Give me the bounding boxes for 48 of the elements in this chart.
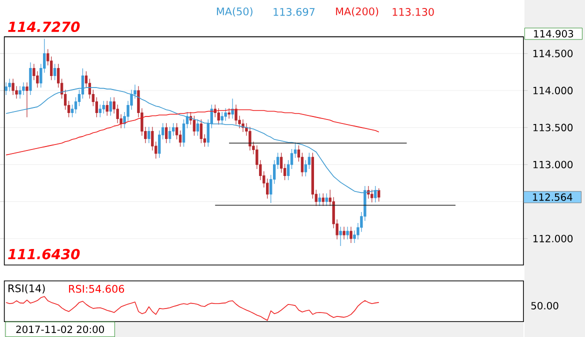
candlestick <box>370 189 374 202</box>
candlestick <box>228 108 230 119</box>
candlestick <box>196 118 200 136</box>
candlestick <box>224 108 227 121</box>
candlestick <box>12 78 14 96</box>
y-tick-label: 114.500 <box>533 50 573 58</box>
y-tick-label: 114.000 <box>533 86 573 94</box>
y-tick-label: 113.000 <box>533 160 573 168</box>
candlestick <box>217 108 220 125</box>
candlestick <box>4 82 8 96</box>
candlestick <box>325 192 328 206</box>
chart-title: RSI(14) <box>8 284 45 294</box>
candlestick <box>22 82 25 96</box>
candlestick <box>26 82 28 118</box>
candlestick <box>18 86 22 99</box>
candlestick <box>234 104 238 125</box>
text: 112.564 <box>533 193 572 201</box>
annotation: 111.6430 <box>8 248 80 260</box>
candlestick <box>8 78 11 92</box>
candlestick <box>350 226 352 244</box>
candlestick <box>148 126 150 144</box>
chart-subtitle: RSI:54.606 <box>69 284 124 293</box>
y-tick-label: 112.000 <box>533 234 573 242</box>
text: 114.903 <box>534 30 574 38</box>
candlestick <box>248 126 252 151</box>
text: 50.00 <box>531 302 558 310</box>
text: 114.7270 <box>8 21 80 32</box>
candlestick <box>109 96 112 116</box>
text: 113.130 <box>392 8 434 16</box>
candlestick <box>342 226 346 240</box>
text: 113.697 <box>274 8 315 16</box>
y-tick-label: 113.500 <box>533 124 573 132</box>
candlestick <box>339 226 342 246</box>
candlestick <box>168 126 172 144</box>
candlestick <box>54 63 56 80</box>
text: MA(200) <box>336 7 378 16</box>
text: MA(50) <box>216 7 252 16</box>
text: 2017-11-02 20:00 <box>16 325 104 333</box>
candlestick <box>220 111 224 125</box>
candlestick <box>164 122 168 144</box>
candlestick <box>231 98 234 119</box>
candlestick <box>322 192 324 206</box>
candlestick <box>318 192 321 206</box>
candlestick <box>106 100 108 116</box>
candlestick <box>98 104 102 118</box>
candlestick <box>346 226 349 240</box>
candlestick <box>29 62 32 96</box>
candlestick <box>102 100 105 114</box>
